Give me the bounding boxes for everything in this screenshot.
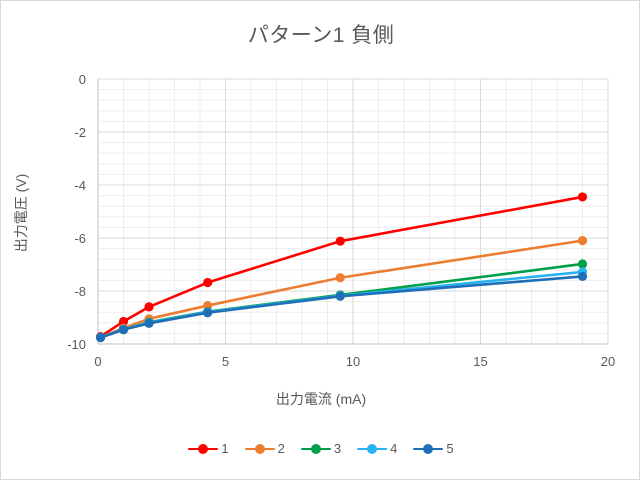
legend-label: 2 bbox=[277, 441, 285, 456]
y-tick-label: -4 bbox=[74, 178, 86, 193]
series-marker bbox=[335, 291, 345, 301]
series-line bbox=[99, 275, 584, 339]
x-tick-label: 15 bbox=[473, 354, 487, 369]
legend-item[interactable]: 4 bbox=[357, 441, 397, 456]
x-tick-label: 5 bbox=[222, 354, 229, 369]
legend-label: 3 bbox=[333, 441, 342, 456]
x-axis-title: 出力電流 (mA) bbox=[275, 391, 367, 407]
legend-marker-icon bbox=[423, 443, 434, 454]
y-tick-label: -8 bbox=[74, 284, 86, 299]
legend-label: 4 bbox=[390, 441, 398, 456]
legend-marker-icon bbox=[310, 443, 321, 454]
y-tick-label: -10 bbox=[67, 337, 86, 352]
y-axis-title: 出力電圧 (V) bbox=[13, 173, 29, 253]
legend-item[interactable]: 2 bbox=[244, 441, 285, 456]
legend-item[interactable]: 5 bbox=[413, 441, 454, 456]
legend-item[interactable]: 3 bbox=[300, 441, 342, 456]
legend-swatch bbox=[357, 443, 388, 455]
series-marker bbox=[577, 259, 588, 269]
legend-swatch bbox=[188, 443, 219, 455]
legend-item[interactable]: 1 bbox=[188, 441, 229, 456]
axis-lines bbox=[97, 79, 608, 345]
series-marker bbox=[118, 316, 129, 327]
series-marker bbox=[577, 271, 588, 282]
series-marker bbox=[577, 236, 588, 246]
chart-legend: 1 2 3 4 5 bbox=[1, 441, 640, 456]
legend-label: 1 bbox=[221, 441, 229, 456]
series-marker bbox=[95, 333, 106, 343]
series-line bbox=[99, 195, 584, 338]
x-tick-label: 10 bbox=[346, 354, 360, 369]
series-marker bbox=[577, 192, 588, 202]
y-axis-tick-labels: 0 -2 -4 -6 -8 -10 bbox=[67, 72, 86, 352]
series-marker bbox=[335, 236, 345, 246]
series-marker bbox=[203, 308, 213, 318]
x-tick-label: 0 bbox=[94, 354, 101, 369]
series-marker bbox=[144, 318, 154, 328]
series-marker bbox=[118, 325, 129, 335]
data-series bbox=[95, 271, 588, 343]
y-tick-label: -6 bbox=[74, 231, 86, 246]
series-marker bbox=[335, 273, 345, 283]
data-series bbox=[95, 236, 588, 342]
series-marker bbox=[203, 277, 213, 288]
y-tick-label: -2 bbox=[74, 125, 86, 140]
data-series-group bbox=[95, 192, 588, 343]
legend-marker-icon bbox=[367, 443, 378, 454]
chart-title: パターン1 負側 bbox=[247, 24, 395, 47]
legend-label: 5 bbox=[446, 441, 454, 456]
y-tick-label: 0 bbox=[79, 72, 86, 87]
x-tick-label: 20 bbox=[601, 354, 615, 369]
legend-swatch bbox=[300, 443, 331, 455]
legend-marker-icon bbox=[198, 443, 209, 454]
x-axis-tick-labels: 0 5 10 15 20 bbox=[94, 354, 615, 369]
legend-marker-icon bbox=[254, 443, 265, 454]
legend-swatch bbox=[413, 443, 444, 455]
legend-swatch bbox=[244, 443, 275, 455]
series-marker bbox=[144, 302, 154, 312]
